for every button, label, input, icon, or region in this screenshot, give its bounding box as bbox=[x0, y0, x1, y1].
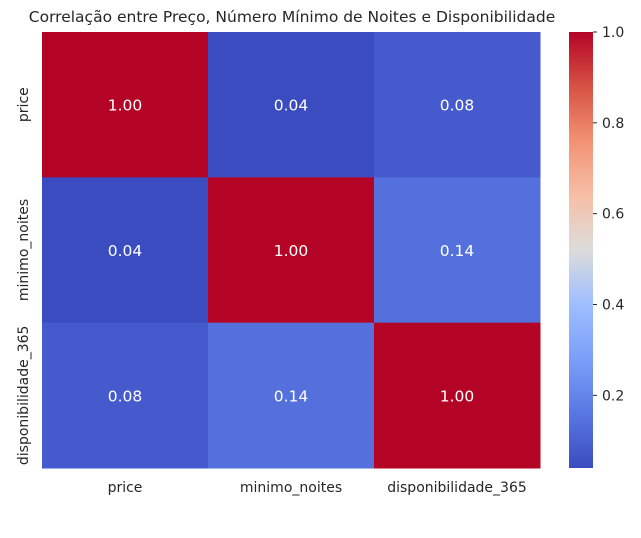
colorbar-tick-label: 1.0 bbox=[602, 25, 624, 41]
cell-value-label: 1.00 bbox=[108, 97, 143, 115]
colorbar-tick-label: 0.8 bbox=[602, 116, 624, 132]
y-tick-label: price bbox=[16, 87, 32, 122]
y-tick-label: disponibilidade_365 bbox=[16, 326, 32, 466]
colorbar-tick-label: 0.4 bbox=[602, 298, 624, 314]
x-tick-label: minimo_noites bbox=[240, 480, 342, 496]
colorbar-tick-label: 0.2 bbox=[602, 388, 624, 404]
heatmap-cells bbox=[42, 32, 541, 469]
heatmap-cell bbox=[42, 32, 209, 178]
heatmap-cell bbox=[374, 177, 541, 324]
x-tick-label: disponibilidade_365 bbox=[387, 480, 527, 496]
cell-value-label: 0.04 bbox=[108, 242, 143, 260]
cell-value-label: 1.00 bbox=[274, 242, 309, 260]
cell-annotations: 1.00 0.04 0.08 0.04 1.00 0.14 0.08 0.14 1.00 bbox=[108, 97, 475, 406]
colorbar-ticks: 0.2 0.4 0.6 0.8 1.0 bbox=[593, 25, 624, 404]
chart-title: Correlação entre Preço, Número Mínimo de… bbox=[29, 8, 555, 26]
cell-value-label: 0.04 bbox=[274, 97, 309, 115]
colorbar bbox=[569, 32, 593, 468]
heatmap-cell bbox=[208, 32, 375, 178]
cell-value-label: 0.14 bbox=[440, 242, 475, 260]
x-tick-label: price bbox=[108, 480, 143, 496]
heatmap-cell bbox=[374, 32, 541, 178]
cell-value-label: 0.08 bbox=[108, 387, 143, 405]
heatmap-cell bbox=[374, 322, 541, 469]
heatmap-cell bbox=[42, 322, 209, 469]
cell-value-label: 0.14 bbox=[274, 387, 309, 405]
x-axis-ticks: price minimo_noites disponibilidade_365 bbox=[108, 480, 527, 496]
y-tick-label: minimo_noites bbox=[16, 199, 32, 301]
y-axis-ticks: price minimo_noites disponibilidade_365 bbox=[16, 87, 32, 465]
cell-value-label: 1.00 bbox=[440, 387, 475, 405]
heatmap-cell bbox=[208, 322, 375, 469]
heatmap-cell bbox=[208, 177, 375, 324]
colorbar-tick-label: 0.6 bbox=[602, 207, 624, 223]
cell-value-label: 0.08 bbox=[440, 97, 475, 115]
heatmap-cell bbox=[42, 177, 209, 324]
